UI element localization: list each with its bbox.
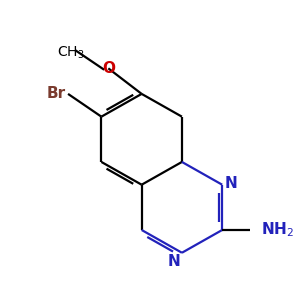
Text: Br: Br <box>46 86 65 101</box>
Text: N: N <box>168 254 181 269</box>
Text: O: O <box>102 61 115 76</box>
Text: CH$_3$: CH$_3$ <box>57 45 85 61</box>
Text: NH$_2$: NH$_2$ <box>261 220 294 239</box>
Text: N: N <box>225 176 238 191</box>
